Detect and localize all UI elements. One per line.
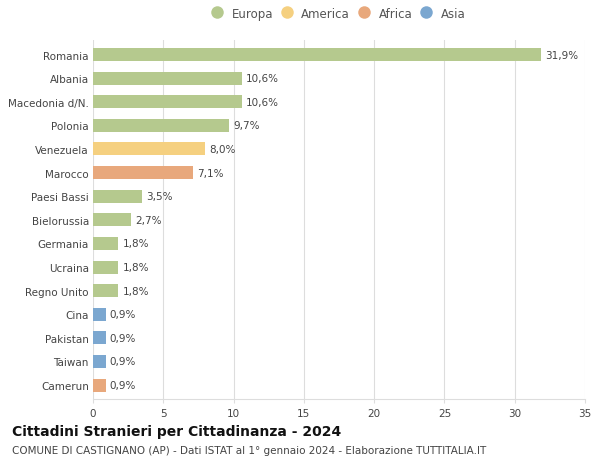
Text: 9,7%: 9,7% (233, 121, 260, 131)
Bar (93, 73, 242, 85)
Text: 3,5%: 3,5% (146, 192, 173, 202)
Text: 8,0%: 8,0% (209, 145, 236, 155)
Bar (93, 96, 242, 109)
Bar (93, 355, 106, 368)
Text: Cittadini Stranieri per Cittadinanza - 2024: Cittadini Stranieri per Cittadinanza - 2… (12, 425, 341, 438)
Text: 10,6%: 10,6% (246, 74, 279, 84)
Bar (93, 261, 118, 274)
Text: COMUNE DI CASTIGNANO (AP) - Dati ISTAT al 1° gennaio 2024 - Elaborazione TUTTITA: COMUNE DI CASTIGNANO (AP) - Dati ISTAT a… (12, 445, 486, 455)
Bar (93, 214, 131, 227)
Bar (93, 143, 205, 156)
Bar (93, 308, 106, 321)
Text: 1,8%: 1,8% (122, 239, 149, 249)
Bar (93, 167, 193, 179)
Bar (93, 285, 118, 297)
Text: 2,7%: 2,7% (135, 215, 161, 225)
Text: 10,6%: 10,6% (246, 98, 279, 107)
Bar (93, 331, 106, 345)
Bar (93, 237, 118, 250)
Text: 0,9%: 0,9% (110, 380, 136, 390)
Bar (93, 379, 106, 392)
Text: 1,8%: 1,8% (122, 286, 149, 296)
Text: 1,8%: 1,8% (122, 263, 149, 273)
Text: 0,9%: 0,9% (110, 333, 136, 343)
Text: 0,9%: 0,9% (110, 309, 136, 319)
Legend: Europa, America, Africa, Asia: Europa, America, Africa, Asia (209, 4, 469, 24)
Bar (93, 120, 229, 133)
Text: 7,1%: 7,1% (197, 168, 224, 178)
Bar (93, 49, 541, 62)
Bar (93, 190, 142, 203)
Text: 31,9%: 31,9% (545, 50, 579, 61)
Text: 0,9%: 0,9% (110, 357, 136, 367)
